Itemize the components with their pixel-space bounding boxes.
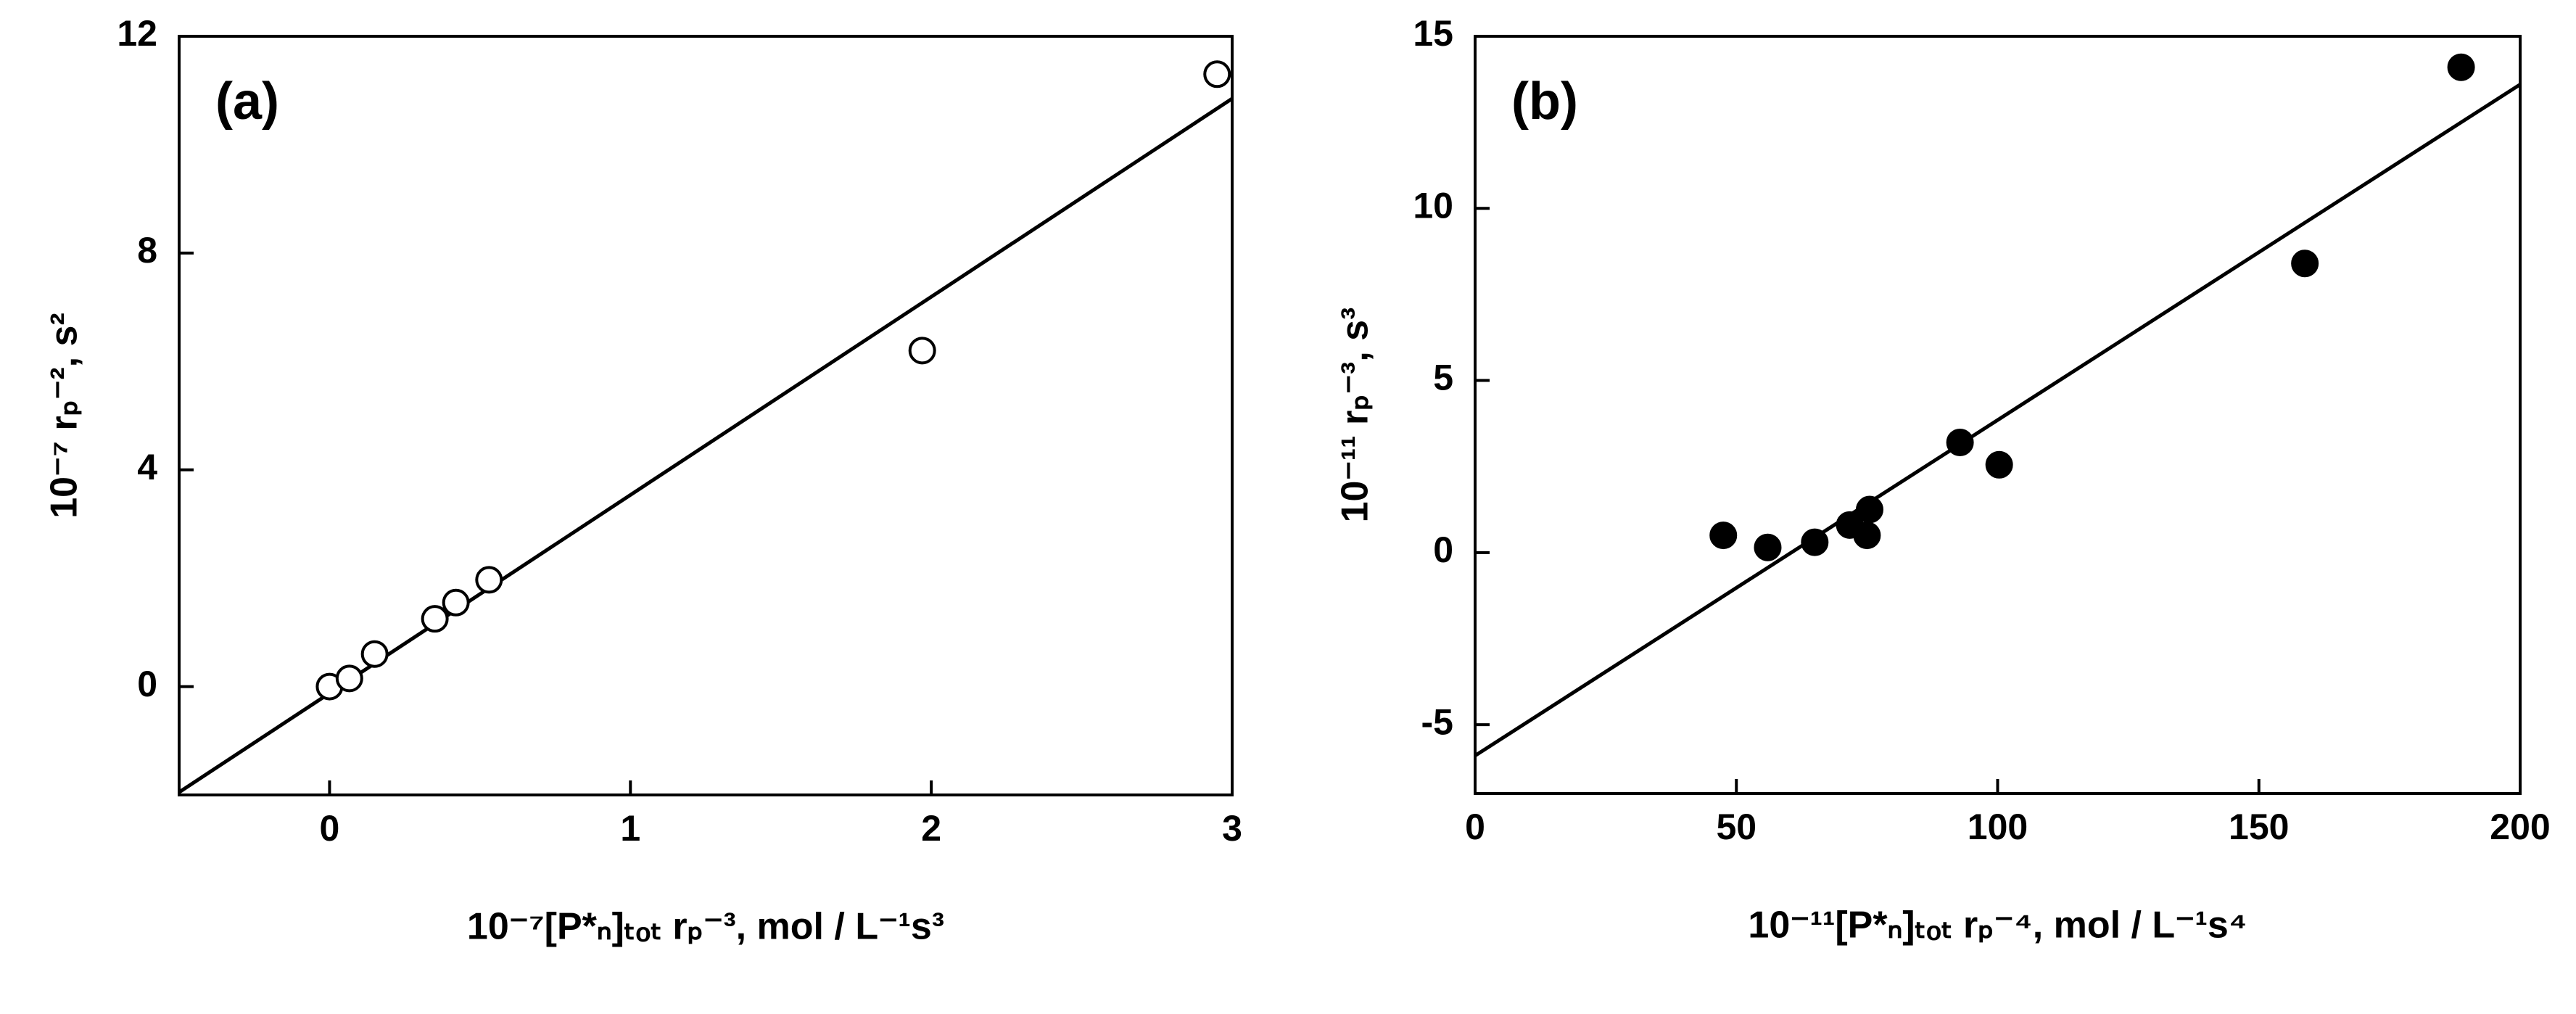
data-point [1946, 428, 1974, 456]
data-point [1855, 495, 1883, 524]
panel-label: (b) [1511, 73, 1578, 131]
y-axis-label: 10⁻⁷ rₚ⁻², s² [44, 313, 86, 519]
x-tick-label: 50 [1716, 807, 1756, 847]
panel-label: (a) [215, 73, 279, 131]
x-tick-label: 150 [2229, 807, 2289, 847]
plot-frame [1474, 35, 2522, 795]
y-tick-label: 10 [1413, 185, 1453, 226]
data-point [1801, 528, 1829, 556]
x-tick-label: 3 [1222, 808, 1242, 849]
data-point [2291, 250, 2319, 278]
x-tick-label: 200 [2490, 807, 2550, 847]
y-axis-label: 10⁻¹¹ rₚ⁻³, s³ [1334, 308, 1376, 523]
x-tick-label: 1 [620, 808, 640, 849]
data-point [1985, 450, 2013, 479]
y-tick-label: 8 [137, 230, 157, 271]
y-tick-label: 4 [137, 447, 157, 487]
plot-frame [178, 35, 1234, 796]
data-point [360, 640, 389, 668]
y-tick-label: 0 [137, 664, 157, 704]
x-tick-label: 100 [1968, 807, 2028, 847]
x-axis-label: 10⁻¹¹[P*ₙ]ₜₒₜ rₚ⁻⁴, mol / L⁻¹s⁴ [1748, 904, 2247, 947]
data-point [1709, 522, 1738, 550]
y-tick-label: 5 [1433, 358, 1453, 398]
data-point [421, 605, 449, 633]
data-point [2447, 53, 2475, 81]
data-point [442, 588, 470, 617]
x-axis-label: 10⁻⁷[P*ₙ]ₜₒₜ rₚ⁻³, mol / L⁻¹s³ [467, 906, 944, 948]
y-tick-label: 12 [117, 13, 157, 54]
y-tick-label: 15 [1413, 13, 1453, 54]
data-point [1203, 60, 1231, 88]
y-tick-label: -5 [1421, 701, 1453, 742]
x-tick-label: 0 [320, 808, 340, 849]
data-point [1853, 522, 1881, 550]
data-point [335, 664, 363, 693]
data-point [1754, 533, 1782, 561]
x-tick-label: 0 [1465, 807, 1485, 847]
y-tick-label: 0 [1433, 529, 1453, 570]
data-point [908, 337, 936, 365]
data-point [475, 566, 503, 594]
fit-line [1474, 83, 2522, 757]
x-tick-label: 2 [921, 808, 941, 849]
